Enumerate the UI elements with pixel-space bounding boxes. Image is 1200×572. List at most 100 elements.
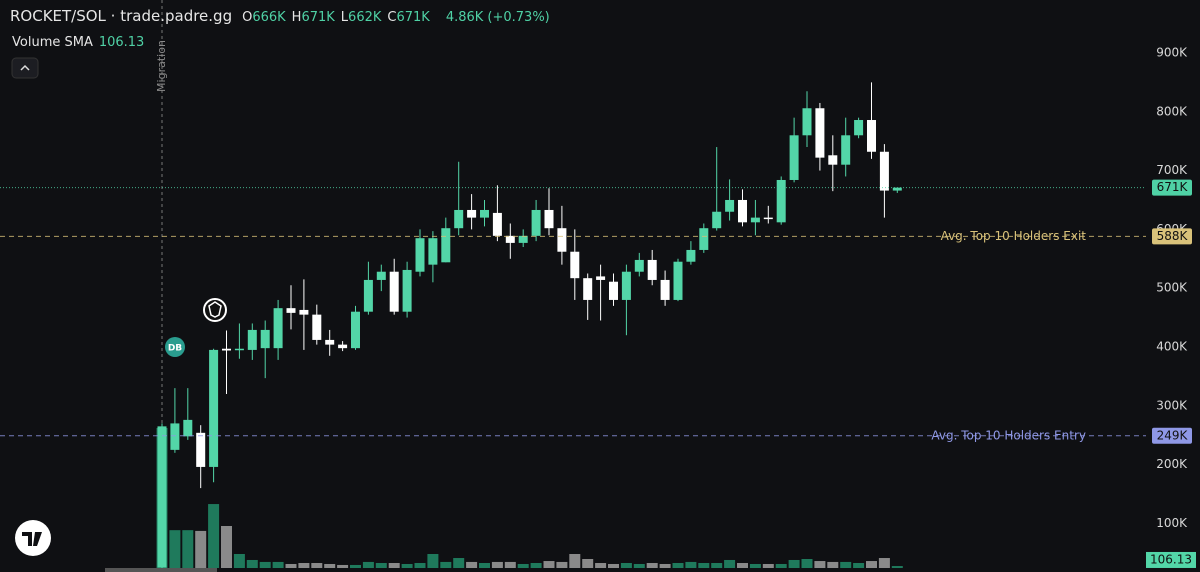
volume-bar: [762, 563, 774, 568]
volume-bar: [840, 561, 852, 568]
volume-bar: [221, 526, 232, 568]
volume-sma: Volume SMA 106.13: [12, 35, 144, 50]
volume-bar: [233, 554, 245, 568]
volume-bar: [401, 563, 413, 568]
y-tick-label: 400K: [1156, 339, 1188, 353]
scrollbar[interactable]: [105, 568, 217, 572]
volume-bar: [685, 561, 697, 568]
lion-marker[interactable]: [203, 298, 227, 322]
candle-body: [505, 235, 515, 243]
candle-body: [557, 228, 567, 252]
volume-bar: [853, 563, 865, 568]
ohlc: O666K H671K L662K C671K: [242, 7, 436, 25]
candle-body: [621, 271, 631, 300]
volume-bar: [272, 561, 284, 568]
volume-bar: [672, 563, 684, 568]
y-tick-label: 200K: [1156, 457, 1188, 471]
volume-bar: [504, 561, 516, 568]
volume-bar: [878, 558, 890, 568]
candle-body: [209, 349, 219, 467]
candle-body: [583, 278, 593, 300]
candle-body: [660, 279, 670, 300]
candle-body: [686, 249, 696, 262]
candle-body: [712, 211, 722, 229]
volume-bar: [440, 561, 452, 568]
volume-bar: [633, 563, 645, 568]
candle-body: [312, 314, 322, 340]
candle-body: [467, 209, 477, 218]
collapse-button[interactable]: [11, 57, 39, 79]
price-tag-label: 671K: [1157, 180, 1189, 194]
volume-bar: [479, 563, 490, 568]
y-tick-label: 500K: [1156, 281, 1188, 295]
volume-bar: [427, 554, 439, 568]
ohlc-key: O: [242, 10, 253, 25]
volume-bar: [259, 561, 271, 568]
ohlc-key: H: [291, 10, 302, 25]
volume-bar: [582, 558, 594, 568]
tv-logo[interactable]: [15, 520, 51, 556]
volume-bar: [698, 563, 710, 568]
y-tick-label: 100K: [1156, 516, 1188, 530]
volume-bar: [517, 563, 529, 568]
candle-body: [892, 187, 902, 191]
candle-body: [738, 199, 747, 223]
volume-bar: [595, 563, 607, 568]
candle-body: [673, 261, 683, 300]
candle-body: [815, 108, 825, 158]
ohlc-value: 662K: [348, 10, 382, 25]
candle-body: [260, 329, 270, 349]
db-marker[interactable]: [165, 337, 185, 357]
tv-logo-mark: [22, 532, 42, 546]
candle-body: [854, 120, 864, 136]
price-tag-label: 588K: [1157, 229, 1189, 243]
volume-bar: [491, 561, 503, 568]
header: ROCKET/SOL · trade.padre.gg O666K H671K L6…: [10, 7, 550, 25]
pair: ROCKET/SOL · trade.padre.gg: [10, 7, 233, 25]
volume-bar: [543, 561, 555, 568]
volume-bar: [453, 558, 465, 568]
ohlc-value: 666K: [252, 10, 286, 25]
volume-bar: [659, 563, 671, 568]
volume-bar: [724, 559, 736, 568]
candle-body: [389, 271, 399, 312]
candle-body: [363, 279, 373, 312]
candle-body: [531, 209, 541, 236]
candle-body: [699, 228, 709, 250]
candle-body: [170, 423, 180, 450]
volume-bar: [608, 563, 619, 568]
candle-body: [157, 426, 167, 568]
candle-body: [325, 339, 335, 345]
volume-bar: [749, 563, 761, 568]
ohlc-value: 671K: [301, 10, 335, 25]
candle-body: [570, 251, 580, 279]
price-line-text: Avg. Top 10 Holders Exit: [941, 229, 1087, 243]
chevron-icon: [20, 64, 30, 71]
price-tag: [1152, 427, 1192, 444]
volume-bar: [169, 530, 181, 568]
candle-body: [234, 348, 244, 351]
volume-bar: [208, 504, 220, 568]
y-tick-label: 900K: [1156, 45, 1188, 59]
price-tag: [1152, 179, 1192, 196]
candle-body: [441, 228, 451, 263]
volume-sma-value: 106.13: [98, 35, 145, 50]
candle-body: [299, 309, 309, 315]
volume-bar: [350, 564, 361, 568]
volume-sma-label: Volume SMA: [12, 35, 93, 50]
volume-bar: [311, 563, 323, 568]
volume-bar: [646, 563, 658, 568]
candle-body: [609, 281, 618, 300]
candle-body: [841, 135, 851, 165]
candle-body: [480, 209, 489, 218]
volume-bar: [620, 563, 632, 568]
candle-body: [596, 276, 606, 280]
candle-body: [402, 269, 412, 312]
candle-body: [802, 108, 812, 136]
volume-bar: [530, 563, 542, 568]
change: 4.86K (+0.73%): [445, 10, 550, 25]
candle-body: [750, 217, 760, 223]
volume-bar: [195, 530, 207, 568]
